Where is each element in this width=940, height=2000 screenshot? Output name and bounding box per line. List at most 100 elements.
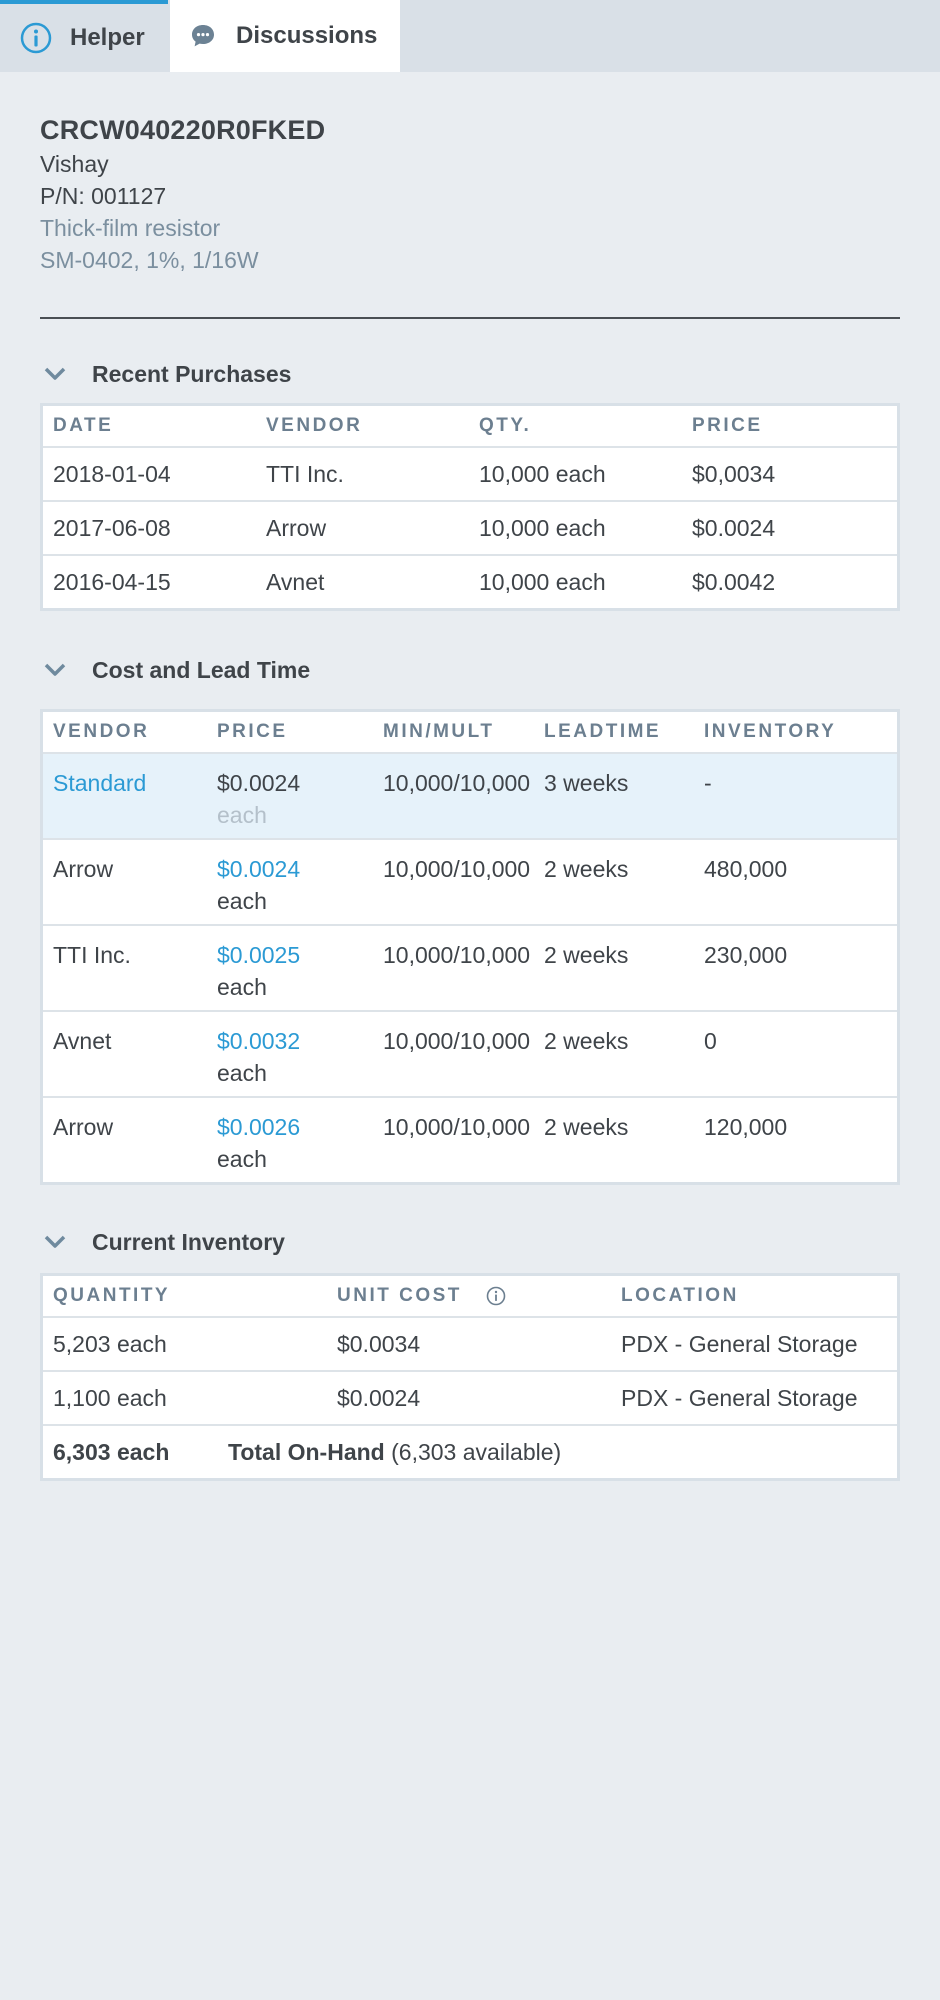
tab-helper[interactable]: Helper: [0, 0, 168, 72]
total-quantity: 6,303 each: [53, 1438, 170, 1465]
chevron-down-icon[interactable]: [40, 1235, 92, 1249]
part-header: CRCW040220R0FKED Vishay P/N: 001127 Thic…: [40, 72, 900, 276]
column-header-price: PRICE: [692, 415, 763, 436]
cell-min-mult: 10,000/10,000: [383, 856, 531, 882]
cell-vendor: Arrow: [53, 856, 114, 882]
cost-lead-time-table: VENDOR PRICE MIN/MULT LEADTIME INVENTORY…: [40, 709, 900, 1185]
table-header: DATE VENDOR QTY. PRICE: [43, 406, 897, 446]
price-value: $0.0024: [217, 770, 301, 796]
price-unit: each: [217, 888, 267, 914]
section-recent-purchases[interactable]: Recent Purchases: [40, 359, 900, 389]
tab-discussions-label: Discussions: [236, 22, 378, 49]
info-icon[interactable]: [486, 1286, 506, 1306]
price-link[interactable]: $0.0026: [217, 1114, 301, 1140]
table-row: 1,100 each $0.0024 PDX - General Storage: [43, 1370, 897, 1424]
cell-price: $0.0024 each: [207, 853, 371, 917]
cell-date: 2016-04-15: [53, 568, 171, 595]
table-row: Avnet $0.0032 each 10,000/10,000 2 weeks…: [43, 1010, 897, 1096]
cell-price: $0.0025 each: [207, 939, 371, 1003]
table-header: QUANTITY UNIT COST LOCATION: [43, 1276, 897, 1316]
section-title-label: Recent Purchases: [92, 360, 292, 387]
cell-quantity: 5,203 each: [53, 1330, 167, 1357]
cell-unit-cost: $0.0024: [337, 1384, 421, 1411]
cell-vendor: Arrow: [53, 1114, 114, 1140]
table-row: TTI Inc. $0.0025 each 10,000/10,000 2 we…: [43, 924, 897, 1010]
cell-inventory: 230,000: [704, 942, 788, 968]
cell-inventory: 480,000: [704, 856, 788, 882]
price-link[interactable]: $0.0025: [217, 942, 301, 968]
total-available: (6,303 available): [391, 1438, 562, 1465]
column-header-leadtime: LEADTIME: [544, 721, 662, 742]
chevron-down-icon[interactable]: [40, 367, 92, 381]
cell-vendor: Arrow: [266, 514, 327, 541]
section-cost-lead-time[interactable]: Cost and Lead Time: [40, 655, 900, 685]
price-link[interactable]: $0.0032: [217, 1028, 301, 1054]
table-row: 5,203 each $0.0034 PDX - General Storage: [43, 1316, 897, 1370]
cell-price: $0.0026 each: [207, 1111, 371, 1175]
cell-unit-cost: $0.0034: [337, 1330, 421, 1357]
chevron-down-icon[interactable]: [40, 663, 92, 677]
cell-price: $0.0024: [692, 514, 776, 541]
cell-leadtime: 2 weeks: [544, 942, 629, 968]
total-row: 6,303 each Total On-Hand (6,303 availabl…: [43, 1424, 897, 1478]
column-header-location: LOCATION: [621, 1285, 739, 1306]
tab-discussions[interactable]: Discussions: [170, 0, 400, 72]
total-label: Total On-Hand: [228, 1438, 385, 1465]
cell-inventory: 0: [704, 1028, 717, 1054]
divider: [40, 317, 900, 319]
cell-date: 2017-06-08: [53, 514, 171, 541]
column-header-unit-cost: UNIT COST: [327, 1285, 611, 1307]
section-current-inventory[interactable]: Current Inventory: [40, 1227, 900, 1257]
cell-min-mult: 10,000/10,000: [383, 770, 531, 796]
cell-leadtime: 2 weeks: [544, 1114, 629, 1140]
total-summary: Total On-Hand (6,303 available): [218, 1439, 561, 1466]
column-header-inventory: INVENTORY: [704, 721, 837, 742]
part-number: CRCW040220R0FKED: [40, 115, 326, 145]
table-row: 2017-06-08 Arrow 10,000 each $0.0024: [43, 500, 897, 554]
current-inventory-table: QUANTITY UNIT COST LOCATION 5,203 each $…: [40, 1273, 900, 1481]
manufacturer: Vishay: [40, 151, 109, 177]
column-header-unit-cost-label: UNIT COST: [337, 1285, 462, 1306]
tab-helper-label: Helper: [70, 24, 145, 51]
tab-bar: Helper Discussions: [0, 0, 940, 72]
recent-purchases-table: DATE VENDOR QTY. PRICE 2018-01-04 TTI In…: [40, 403, 900, 611]
internal-part-number: P/N: 001127: [40, 183, 167, 209]
info-circle-icon: [20, 22, 52, 54]
table-row: 2018-01-04 TTI Inc. 10,000 each $0,0034: [43, 446, 897, 500]
vendor-link[interactable]: Standard: [53, 770, 147, 796]
cell-vendor: TTI Inc.: [266, 460, 344, 487]
table-header: VENDOR PRICE MIN/MULT LEADTIME INVENTORY: [43, 712, 897, 752]
cell-inventory: 120,000: [704, 1114, 788, 1140]
cell-location: PDX - General Storage: [621, 1330, 858, 1357]
column-header-min-mult: MIN/MULT: [383, 721, 495, 742]
table-row: 2016-04-15 Avnet 10,000 each $0.0042: [43, 554, 897, 608]
section-title-label: Current Inventory: [92, 1228, 285, 1255]
table-row: Arrow $0.0024 each 10,000/10,000 2 weeks…: [43, 838, 897, 924]
cell-leadtime: 2 weeks: [544, 1028, 629, 1054]
price-link[interactable]: $0.0024: [217, 856, 301, 882]
column-header-qty: QTY.: [479, 415, 532, 436]
cell-vendor: TTI Inc.: [53, 942, 131, 968]
cell-vendor: Avnet: [266, 568, 325, 595]
cell-leadtime: 2 weeks: [544, 856, 629, 882]
cell-qty: 10,000 each: [479, 514, 606, 541]
cell-date: 2018-01-04: [53, 460, 171, 487]
price-unit: each: [217, 802, 267, 828]
column-header-vendor: VENDOR: [53, 721, 150, 742]
column-header-quantity: QUANTITY: [53, 1285, 171, 1306]
section-title-label: Cost and Lead Time: [92, 656, 311, 683]
cell-price: $0.0032 each: [207, 1025, 371, 1089]
cell-quantity: 1,100 each: [53, 1384, 167, 1411]
chat-bubble-icon: [190, 23, 216, 49]
cell-min-mult: 10,000/10,000: [383, 942, 531, 968]
cell-min-mult: 10,000/10,000: [383, 1028, 531, 1054]
cell-min-mult: 10,000/10,000: [383, 1114, 531, 1140]
cell-qty: 10,000 each: [479, 568, 606, 595]
cell-price: $0,0034: [692, 460, 776, 487]
part-type: Thick-film resistor: [40, 215, 221, 241]
table-row-standard[interactable]: Standard $0.0024 each 10,000/10,000 3 we…: [43, 752, 897, 838]
cell-price: $0.0042: [692, 568, 776, 595]
column-header-price: PRICE: [217, 721, 288, 742]
cell-qty: 10,000 each: [479, 460, 606, 487]
cell-leadtime: 3 weeks: [544, 770, 629, 796]
